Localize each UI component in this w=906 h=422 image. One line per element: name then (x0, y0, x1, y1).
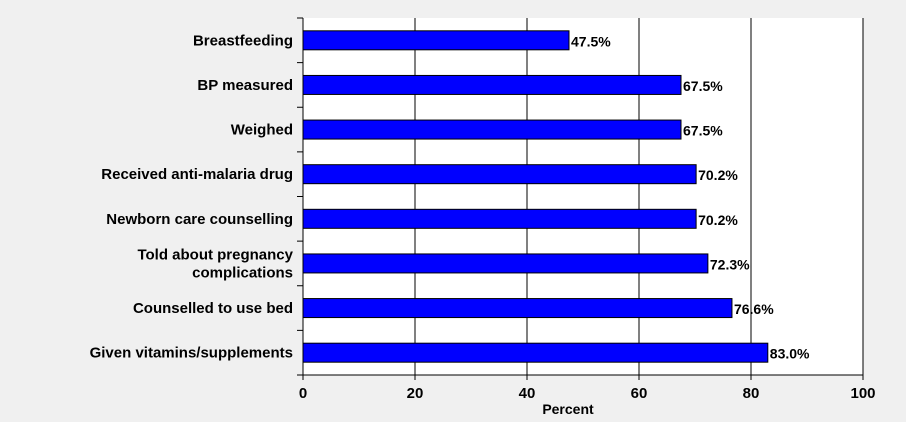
bar-1 (302, 74, 682, 95)
data-label-2: 67.5% (683, 123, 723, 139)
x-tick-label-100: 100 (850, 385, 875, 402)
category-label-0: Breastfeeding (193, 32, 293, 49)
x-tick-label-0: 0 (299, 385, 307, 402)
plot-area (303, 18, 863, 375)
x-tick-label-40: 40 (519, 385, 536, 402)
category-label-2: Weighed (231, 122, 293, 139)
x-tick-label-20: 20 (407, 385, 424, 402)
data-label-3: 70.2% (698, 167, 738, 183)
data-label-1: 67.5% (683, 78, 723, 94)
category-label-7: Given vitamins/supplements (90, 345, 293, 362)
axes (297, 17, 864, 380)
bar-2 (302, 119, 682, 140)
data-label-0: 47.5% (571, 33, 611, 49)
bar-4 (302, 208, 697, 229)
data-label-5: 72.3% (710, 256, 750, 272)
x-axis-title: Percent (542, 401, 594, 417)
category-label-4: Newborn care counselling (106, 211, 293, 228)
labels: 47.5% 67.5% 67.5% 70.2% 70.2% 72.3% 76.6% 83.0%… (90, 32, 876, 402)
bar-7 (302, 342, 769, 363)
data-label-7: 83.0% (770, 346, 810, 362)
data-label-4: 70.2% (698, 212, 738, 228)
category-label-1: BP measured (197, 77, 293, 94)
data-label-6: 76.6% (734, 301, 774, 317)
category-label-6: Counselled to use bed (133, 300, 293, 317)
bar-0 (302, 30, 570, 51)
category-label-3: Received anti-malaria drug (101, 166, 293, 183)
category-label-5: Told about pregnancy complications (137, 246, 293, 281)
bar-6 (302, 298, 733, 319)
bar-5 (302, 253, 709, 274)
x-tick-label-80: 80 (743, 385, 760, 402)
x-tick-label-60: 60 (631, 385, 648, 402)
bars (302, 30, 769, 363)
bar-3 (302, 164, 697, 185)
